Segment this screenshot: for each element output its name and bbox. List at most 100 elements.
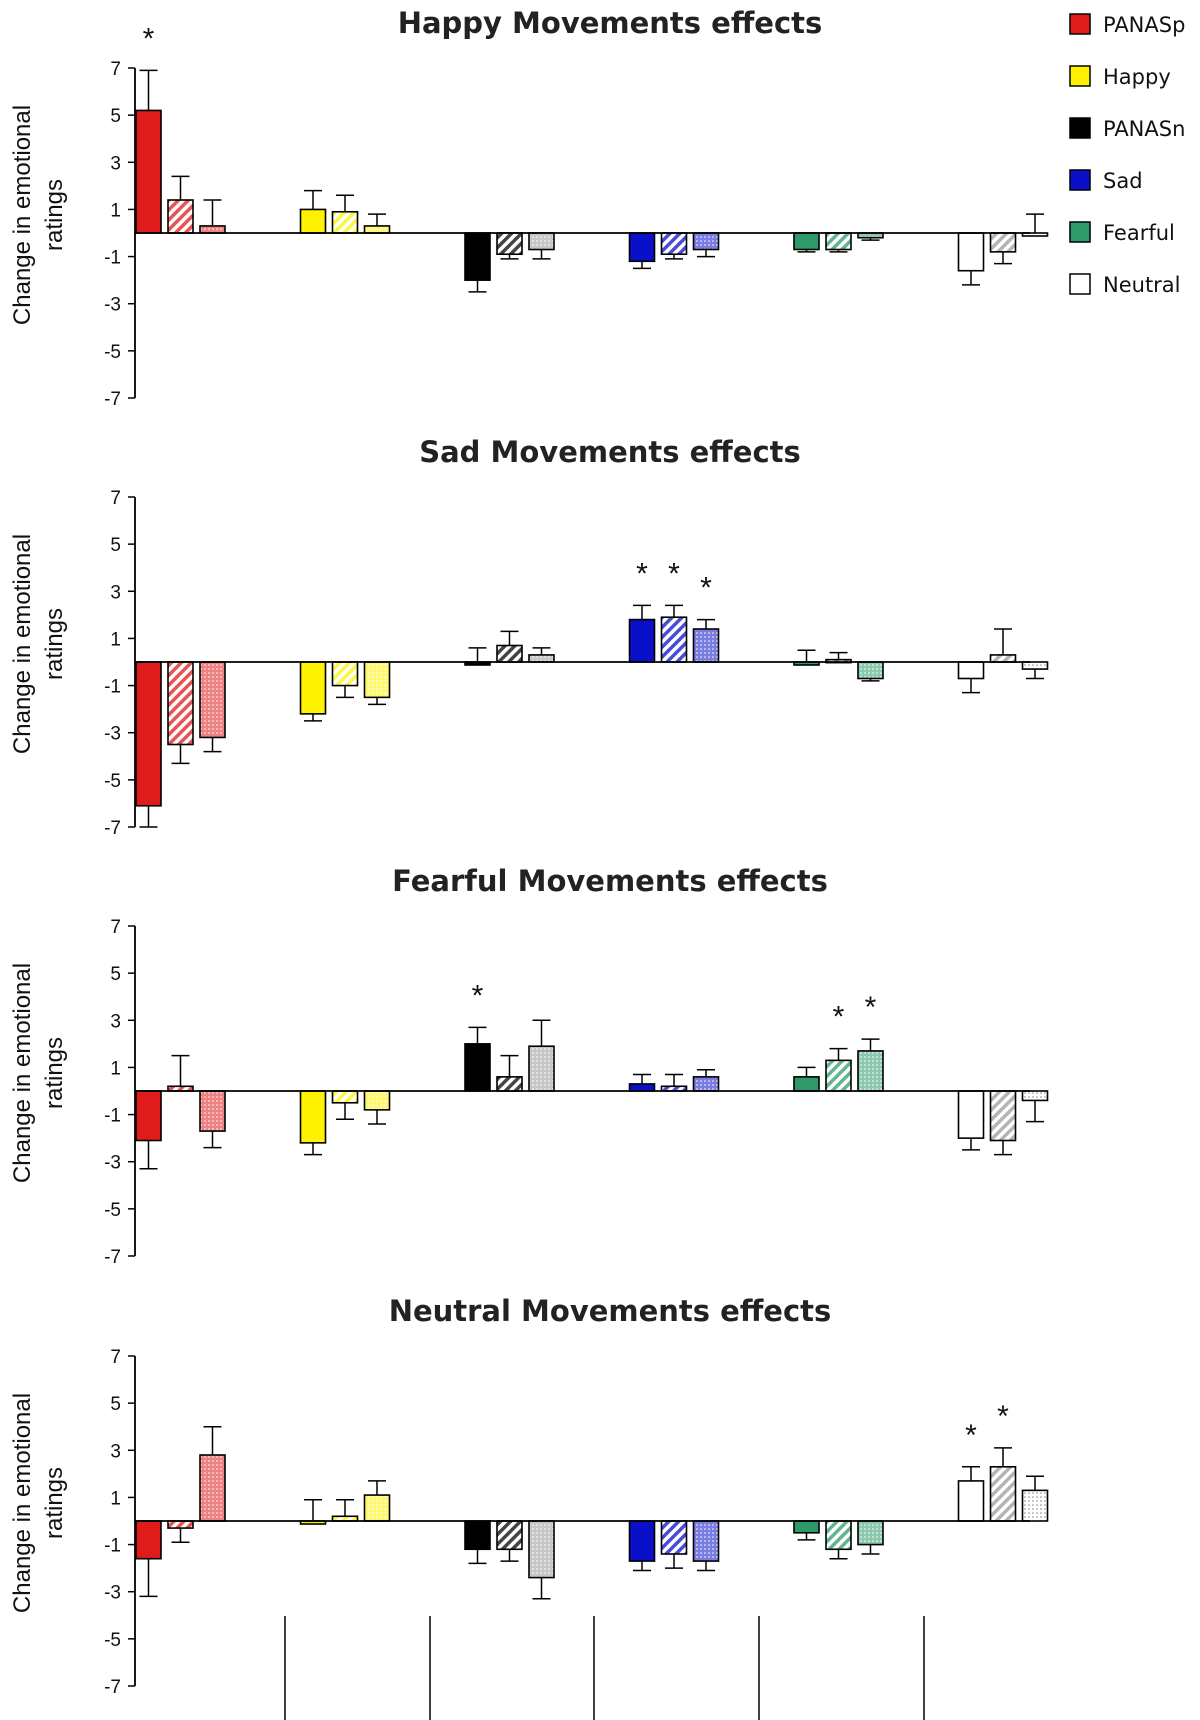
legend-label: Neutral (1103, 273, 1181, 297)
y-tick-label: -5 (104, 1630, 121, 1651)
significance-mark: * (965, 1419, 977, 1452)
legend-label: PANASn (1103, 117, 1185, 141)
y-tick-label: 7 (110, 488, 121, 509)
bar-panasp-dotted (199, 1454, 226, 1522)
y-tick-label: -1 (104, 1106, 121, 1127)
bar-panasn-dotted (528, 1045, 555, 1092)
bar-neutral-dotted (1021, 1090, 1049, 1102)
y-tick-label: 1 (110, 629, 121, 650)
bar-panasn-dotted (528, 654, 555, 663)
bar-happy-dotted (363, 661, 391, 699)
bar-panasn-solid (464, 1520, 491, 1551)
bar-fearful-solid (793, 232, 820, 251)
legend-swatch (1069, 221, 1091, 243)
bar-fearful-solid (793, 1076, 820, 1092)
legend-swatch (1069, 169, 1091, 191)
y-tick-label: -3 (104, 1153, 121, 1174)
legend-item-panasp: PANASp (1069, 13, 1185, 37)
bar-fearful-dotted (857, 1050, 884, 1092)
bar-happy-dotted (363, 1090, 391, 1111)
legend: PANASp Happy PANASn Sad Fearful Neutral (1069, 13, 1185, 297)
legend-item-panasn: PANASn (1069, 117, 1185, 141)
bar-sad-striped (660, 616, 688, 663)
bar-neutral-solid (957, 661, 985, 680)
legend-label: Fearful (1103, 221, 1175, 245)
bar-sad-striped (660, 1520, 688, 1555)
y-tick-label: 5 (110, 535, 121, 556)
svg-text:Change in emotional: Change in emotional (9, 963, 36, 1183)
svg-text:Change in emotional: Change in emotional (9, 1393, 36, 1613)
bar-neutral-dotted (1021, 661, 1049, 670)
bar-sad-striped (660, 232, 688, 256)
chart-title: Neutral Movements effects (389, 1294, 832, 1328)
y-tick-label: -7 (104, 818, 121, 839)
chart-panel-1: Happy Movements effects Change in emotion… (9, 6, 1049, 410)
bar-neutral-striped (989, 1090, 1017, 1142)
y-tick-label: 3 (110, 1011, 121, 1032)
y-tick-label: -1 (104, 248, 121, 269)
bar-happy-dotted (363, 225, 391, 234)
bar-panasn-striped (496, 232, 523, 256)
y-tick-label: 1 (110, 1058, 121, 1079)
bar-fearful-dotted (857, 661, 884, 680)
y-tick-label: 1 (110, 200, 121, 221)
y-tick-label: 5 (110, 106, 121, 127)
y-tick-label: 7 (110, 59, 121, 80)
bar-sad-solid (628, 232, 656, 263)
legend-swatch (1069, 117, 1091, 139)
bar-panasp-dotted (199, 661, 226, 739)
bar-fearful-striped (825, 1520, 852, 1551)
y-tick-label: -3 (104, 295, 121, 316)
legend-item-neutral: Neutral (1069, 273, 1181, 297)
y-tick-label: 5 (110, 964, 121, 985)
svg-text:ratings: ratings (41, 1037, 68, 1109)
y-tick-label: -3 (104, 724, 121, 745)
panels: Happy Movements effects Change in emotion… (9, 6, 1049, 1720)
bar-panasn-striped (496, 644, 523, 663)
legend-label: Sad (1103, 169, 1143, 193)
y-tick-label: -5 (104, 342, 121, 363)
bar-panasp-dotted (199, 225, 226, 234)
bar-happy-dotted (363, 1494, 391, 1522)
legend-item-sad: Sad (1069, 169, 1143, 193)
bar-panasn-striped (496, 1520, 523, 1551)
bar-fearful-solid (793, 1520, 820, 1534)
bar-panasn-solid (464, 1043, 491, 1092)
y-tick-label: -7 (104, 389, 121, 410)
chart-panel-2: Sad Movements effects Change in emotional… (9, 435, 1049, 839)
legend-swatch (1069, 13, 1091, 35)
y-tick-label: 5 (110, 1394, 121, 1415)
y-tick-label: 1 (110, 1488, 121, 1509)
y-tick-label: -1 (104, 677, 121, 698)
bar-fearful-striped (825, 1059, 852, 1092)
svg-text:ratings: ratings (41, 179, 68, 251)
bar-sad-solid (628, 1083, 656, 1092)
bar-panasp-dotted (199, 1090, 226, 1132)
bar-neutral-striped (989, 654, 1017, 663)
y-tick-label: 3 (110, 1441, 121, 1462)
bar-neutral-striped (989, 1465, 1017, 1522)
significance-mark: * (636, 557, 648, 590)
bar-happy-solid (299, 661, 327, 715)
svg-text:Change in emotional: Change in emotional (9, 105, 36, 325)
legend-swatch (1069, 65, 1091, 87)
y-tick-label: -5 (104, 1200, 121, 1221)
y-tick-label: -3 (104, 1583, 121, 1604)
bar-neutral-solid (957, 1090, 985, 1139)
bar-happy-striped (331, 661, 359, 687)
bar-sad-solid (628, 1520, 656, 1562)
chart-panel-4: Neutral Movements effects Change in emoti… (9, 1294, 1049, 1720)
bar-panasn-dotted (528, 1520, 555, 1579)
bar-sad-dotted (692, 1520, 720, 1562)
significance-mark: * (833, 1001, 845, 1034)
bar-panasp-striped (167, 661, 194, 746)
y-tick-label: -7 (104, 1247, 121, 1268)
y-tick-label: -1 (104, 1536, 121, 1557)
chart-title: Sad Movements effects (419, 435, 801, 469)
legend-swatch (1069, 273, 1091, 295)
bar-panasp-solid (135, 661, 162, 807)
y-tick-label: 7 (110, 917, 121, 938)
legend-item-happy: Happy (1069, 65, 1171, 89)
bar-panasp-solid (135, 1090, 162, 1142)
chart-panel-3: Fearful Movements effects Change in emoti… (9, 864, 1049, 1268)
